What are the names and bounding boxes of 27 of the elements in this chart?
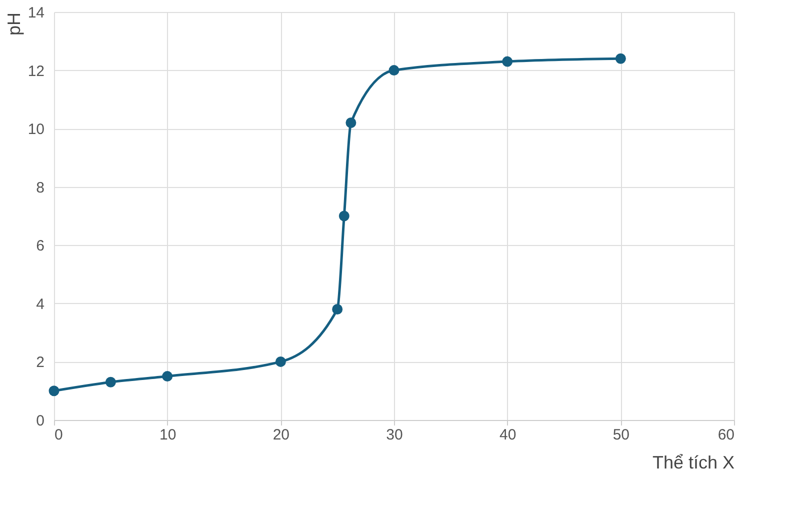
x-tick-label: 60 <box>718 426 734 444</box>
point <box>48 386 60 396</box>
x-tick-label: 50 <box>612 426 630 444</box>
y-tick-label: 6 <box>36 238 44 255</box>
y-tick-label: 12 <box>28 62 44 80</box>
y-tick-label: 2 <box>36 354 44 372</box>
x-tick-label: 0 <box>54 426 63 444</box>
x-tick-label: 30 <box>386 426 403 444</box>
point <box>162 371 173 382</box>
y-tick-label: 10 <box>28 121 44 138</box>
y-axis-title: pH <box>4 12 24 36</box>
x-tick-label: 20 <box>272 426 290 444</box>
x-tick-label: 10 <box>159 426 176 444</box>
y-tick-label: 4 <box>36 296 44 313</box>
x-axis-title: Thể tích X <box>652 452 734 472</box>
point <box>338 210 350 222</box>
point <box>332 304 343 314</box>
point <box>275 356 286 367</box>
point <box>105 376 116 388</box>
point <box>615 53 626 64</box>
y-tick-label: 8 <box>36 179 44 196</box>
point <box>388 65 400 76</box>
point <box>502 56 513 67</box>
y-tick-label: 0 <box>36 412 44 430</box>
x-tick-label: 40 <box>499 426 516 444</box>
point <box>346 118 356 128</box>
y-tick-label: 14 <box>28 4 44 22</box>
